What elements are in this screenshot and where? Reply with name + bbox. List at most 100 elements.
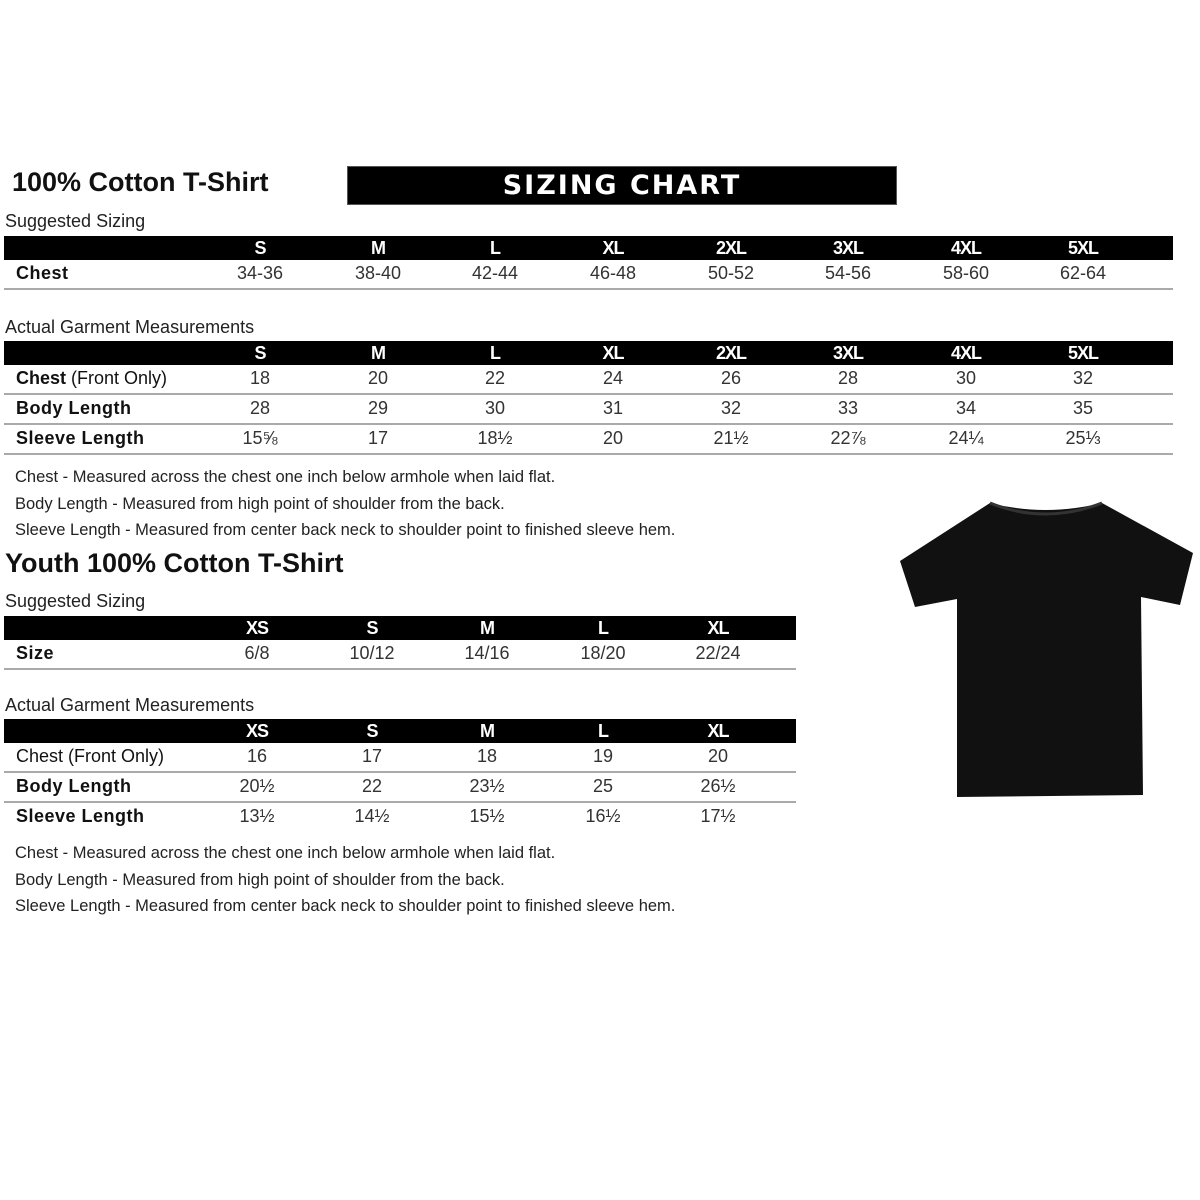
table-cell: 24 bbox=[602, 368, 624, 388]
size-header-2xl: 2XL bbox=[715, 343, 747, 363]
note-line: Sleeve Length - Measured from center bac… bbox=[15, 897, 676, 915]
size-header-4xl: 4XL bbox=[950, 343, 982, 363]
size-header-l: L bbox=[598, 618, 609, 638]
size-header-m: M bbox=[480, 618, 495, 638]
table-cell: 54-56 bbox=[824, 263, 872, 283]
table-cell: 21½ bbox=[713, 428, 749, 448]
table-cell: 25⅓ bbox=[1065, 428, 1101, 448]
size-header-5xl: 5XL bbox=[1067, 343, 1099, 363]
table-cell: 22/24 bbox=[695, 643, 741, 663]
table-cell: 16½ bbox=[585, 806, 621, 826]
adult-title: 100% Cotton T-Shirt bbox=[12, 167, 269, 197]
table-cell: 26 bbox=[720, 368, 742, 388]
size-header-m: M bbox=[371, 238, 386, 258]
size-header-xl: XL bbox=[707, 618, 729, 638]
table-cell: 18 bbox=[476, 746, 498, 766]
table-cell: 33 bbox=[837, 398, 859, 418]
table-cell: 17 bbox=[361, 746, 383, 766]
table-cell: 26½ bbox=[700, 776, 736, 796]
row-label: Chest bbox=[16, 263, 69, 283]
size-header-xs: XS bbox=[245, 618, 269, 638]
adult-suggested-table: S M L XL 2XL 3XL 4XL 5XL Chest 34-36 38-40 42-44 46-… bbox=[4, 236, 1173, 290]
youth-measurements-table: XS S M L XL Chest (Front Only) 16 17 18 19 20 Body … bbox=[4, 719, 796, 831]
size-header-s: S bbox=[254, 238, 266, 258]
table-cell: 19 bbox=[592, 746, 614, 766]
table-cell: 35 bbox=[1072, 398, 1094, 418]
size-header-s: S bbox=[254, 343, 266, 363]
table-cell: 10/12 bbox=[349, 643, 395, 663]
size-header-4xl: 4XL bbox=[950, 238, 982, 258]
tshirt-shape bbox=[900, 503, 1193, 797]
table-cell: 58-60 bbox=[942, 263, 990, 283]
table-cell: 30 bbox=[484, 398, 506, 418]
size-header-xl: XL bbox=[602, 343, 624, 363]
size-header-s: S bbox=[366, 618, 378, 638]
table-cell: 6/8 bbox=[244, 643, 270, 663]
table-cell: 29 bbox=[367, 398, 389, 418]
note-line: Body Length - Measured from high point o… bbox=[15, 494, 505, 513]
table-cell: 18/20 bbox=[580, 643, 626, 663]
table-cell: 15½ bbox=[469, 806, 505, 826]
table-cell: 34-36 bbox=[236, 263, 284, 283]
size-header-m: M bbox=[480, 721, 495, 741]
row-label: Size bbox=[16, 643, 55, 663]
note-line: Body Length - Measured from high point o… bbox=[15, 870, 505, 889]
size-header-3xl: 3XL bbox=[832, 343, 864, 363]
youth-suggested-label: Suggested Sizing bbox=[5, 591, 146, 611]
adult-suggested-label: Suggested Sizing bbox=[5, 211, 146, 231]
table-cell: 42-44 bbox=[471, 263, 519, 283]
table-cell: 14/16 bbox=[464, 643, 510, 663]
table-cell: 13½ bbox=[239, 806, 275, 826]
chest-label-bold: Chest bbox=[16, 368, 67, 388]
table-cell: 31 bbox=[602, 398, 624, 418]
row-label: Body Length bbox=[16, 776, 132, 796]
table-cell: 23½ bbox=[469, 776, 505, 796]
table-header: XS S M L XL bbox=[4, 616, 796, 640]
table-row: Body Length 20½ 22 23½ 25 26½ bbox=[4, 773, 796, 803]
table-cell: 32 bbox=[1072, 368, 1094, 388]
row-label: Sleeve Length bbox=[16, 428, 145, 448]
table-cell: 38-40 bbox=[354, 263, 402, 283]
size-header-l: L bbox=[598, 721, 609, 741]
size-header-m: M bbox=[371, 343, 386, 363]
table-row: Body Length 28 29 30 31 32 33 34 35 bbox=[4, 395, 1173, 425]
table-cell: 20½ bbox=[239, 776, 275, 796]
adult-measurements-label: Actual Garment Measurements bbox=[5, 317, 255, 337]
table-row: Chest (Front Only) 18 20 22 24 26 28 30 32 bbox=[4, 365, 1173, 395]
size-header-xl: XL bbox=[602, 238, 624, 258]
table-cell: 20 bbox=[602, 428, 624, 448]
table-row: Size 6/8 10/12 14/16 18/20 22/24 bbox=[4, 640, 796, 670]
table-cell: 22⅞ bbox=[830, 428, 866, 448]
table-cell: 15⅝ bbox=[242, 428, 278, 448]
table-cell: 22 bbox=[361, 776, 383, 796]
table-cell: 24¼ bbox=[948, 428, 984, 448]
table-cell: 25 bbox=[592, 776, 614, 796]
size-header-s: S bbox=[366, 721, 378, 741]
table-cell: 17½ bbox=[700, 806, 736, 826]
table-row: Chest (Front Only) 16 17 18 19 20 bbox=[4, 743, 796, 773]
row-label: Chest (Front Only) bbox=[16, 746, 165, 766]
table-cell: 50-52 bbox=[707, 263, 755, 283]
table-row: Chest 34-36 38-40 42-44 46-48 50-52 54-56 58-60… bbox=[4, 260, 1173, 290]
table-cell: 20 bbox=[707, 746, 729, 766]
chest-label-rest: (Front Only) bbox=[66, 368, 168, 388]
table-cell: 28 bbox=[837, 368, 859, 388]
table-cell: 22 bbox=[484, 368, 506, 388]
table-cell: 30 bbox=[955, 368, 977, 388]
size-header-xs: XS bbox=[245, 721, 269, 741]
size-header-xl: XL bbox=[707, 721, 729, 741]
youth-measurements-label: Actual Garment Measurements bbox=[5, 695, 255, 715]
note-line: Chest - Measured across the chest one in… bbox=[15, 844, 556, 862]
table-cell: 20 bbox=[367, 368, 389, 388]
table-cell: 14½ bbox=[354, 806, 390, 826]
row-label: Body Length bbox=[16, 398, 132, 418]
adult-measurements-table: S M L XL 2XL 3XL 4XL 5XL Chest (Front Only) 18 20 2… bbox=[4, 341, 1173, 455]
table-row: Sleeve Length 13½ 14½ 15½ 16½ 17½ bbox=[4, 803, 796, 831]
table-cell: 17 bbox=[367, 428, 389, 448]
table-cell: 18½ bbox=[477, 428, 513, 448]
sizing-chart-banner: SIZING CHART bbox=[347, 166, 897, 205]
row-label: Chest (Front Only) bbox=[16, 368, 167, 389]
table-cell: 28 bbox=[249, 398, 271, 418]
size-header-2xl: 2XL bbox=[715, 238, 747, 258]
table-cell: 34 bbox=[955, 398, 977, 418]
